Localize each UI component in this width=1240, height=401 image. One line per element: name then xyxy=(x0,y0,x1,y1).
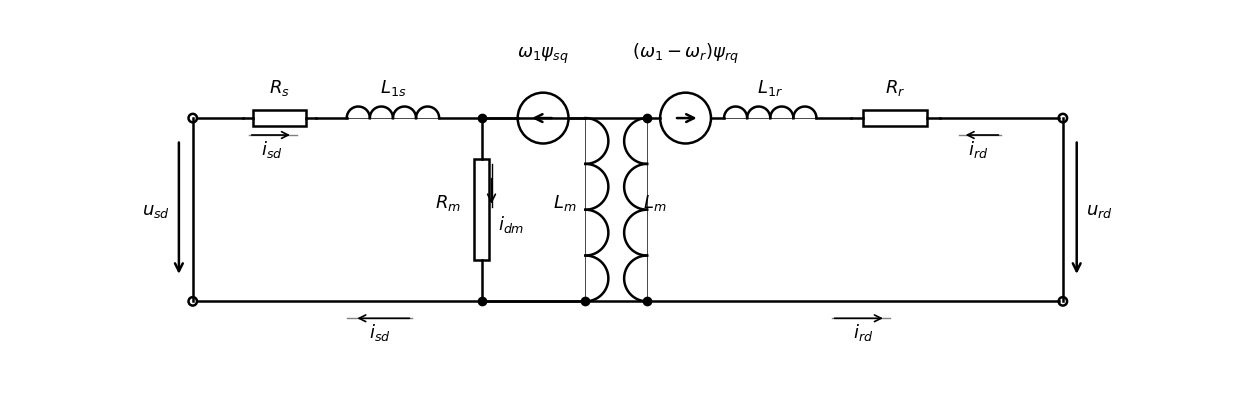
Bar xyxy=(253,111,306,126)
Bar xyxy=(474,160,490,261)
Text: $R_s$: $R_s$ xyxy=(269,77,290,97)
Text: $R_r$: $R_r$ xyxy=(885,77,905,97)
Text: $L_{1r}$: $L_{1r}$ xyxy=(758,77,784,97)
Text: $u_{sd}$: $u_{sd}$ xyxy=(141,201,170,219)
Text: $i_{dm}$: $i_{dm}$ xyxy=(497,214,525,235)
Text: $L_m$: $L_m$ xyxy=(644,192,667,213)
Text: $i_{sd}$: $i_{sd}$ xyxy=(260,139,283,160)
Circle shape xyxy=(1059,115,1068,123)
Text: $i_{rd}$: $i_{rd}$ xyxy=(968,139,988,160)
Circle shape xyxy=(188,115,197,123)
Bar xyxy=(863,111,928,126)
Circle shape xyxy=(188,298,197,306)
Text: $(\omega_1-\omega_r)\psi_{rq}$: $(\omega_1-\omega_r)\psi_{rq}$ xyxy=(632,42,739,66)
Circle shape xyxy=(1059,298,1068,306)
Text: $u_{rd}$: $u_{rd}$ xyxy=(1086,201,1112,219)
Text: $i_{sd}$: $i_{sd}$ xyxy=(368,322,391,342)
Text: $L_{1s}$: $L_{1s}$ xyxy=(379,77,407,97)
Text: $L_m$: $L_m$ xyxy=(553,192,577,213)
Text: $R_m$: $R_m$ xyxy=(435,192,461,213)
Text: $i_{rd}$: $i_{rd}$ xyxy=(853,322,873,342)
Text: $\omega_1\psi_{sq}$: $\omega_1\psi_{sq}$ xyxy=(517,46,569,66)
